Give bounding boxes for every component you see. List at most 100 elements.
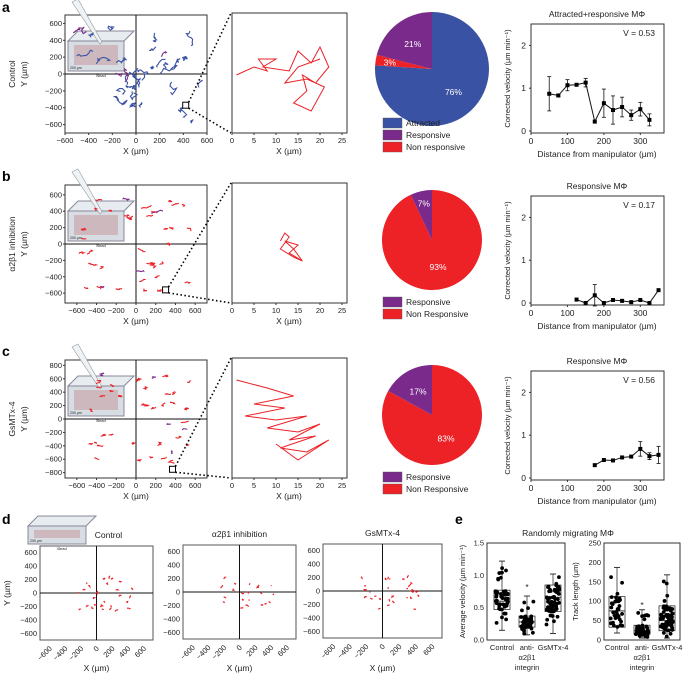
data-dot [526,606,530,611]
pie-percent-label: 7% [418,198,431,208]
data-dot [661,625,666,630]
x-tick-label: 0 [235,643,244,652]
zoom-x-tick-label: 5 [252,481,256,490]
data-dot [645,635,650,639]
cell-track [186,227,192,232]
pie-percent-label: 76% [445,87,462,97]
x-tick-label: −600 [68,481,85,490]
cell-track [96,386,102,389]
random-cell-track [88,584,91,589]
zoom-region-marker [168,465,176,473]
x-tick-label: 200 [597,136,611,146]
random-cell-track [264,602,267,605]
data-dot [505,591,510,596]
y-axis-label: Y (µm) [19,406,29,432]
y-tick-label: 600 [49,19,62,28]
inset-box-top [66,30,136,42]
cell-track [157,289,163,293]
cell-track [117,394,123,398]
x-tick-label: 200 [153,136,166,145]
manipulator-inset-illustration: Bead 200 µm [66,200,136,248]
zoomed-track [236,45,330,112]
data-point [638,107,643,112]
y-tick-label: 0 [521,473,526,483]
data-dot [499,592,503,596]
random-cell-track [378,597,382,601]
data-point [610,458,615,463]
y-tick-label: 250 [588,539,601,548]
data-dot [497,603,502,608]
x-tick-label: −600 [68,306,85,315]
random-cell-track [409,582,413,585]
y-tick-label: 1 [521,255,526,265]
cell-track [150,406,157,410]
data-dot [609,601,614,606]
data-dot [614,595,618,600]
data-dot [552,594,557,599]
data-dot [611,623,616,628]
line-chart-title: Responsive MΦ [567,181,628,191]
data-point [592,119,597,124]
y-tick-label: −400 [303,613,320,622]
data-point [556,93,561,98]
inset-box-top [66,200,136,212]
x-tick-label: 200 [244,643,259,658]
random-cell-track [114,609,119,612]
cell-track [181,204,186,207]
inset-bead-label: Bead [57,546,66,551]
zoom-x-tick-label: 15 [294,481,302,490]
data-dot [611,610,616,615]
y-tick-label: 200 [588,558,601,567]
data-point [610,108,615,113]
y-tick-label: 400 [49,207,62,216]
random-cell-track [256,584,260,589]
random-cell-track [223,576,227,580]
cell-track [93,441,98,444]
x-tick-label: 300 [633,483,647,493]
random-cell-track [388,598,391,602]
category-label: integrin [630,663,655,672]
data-point [656,288,661,293]
data-point [638,298,643,303]
y-axis-label: Y (µm) [19,61,29,87]
row-label: α2β1 inhibition [7,216,17,271]
legend-label: Non responsive [406,142,465,152]
box-chart-title: Randomly migrating MΦ [522,528,614,538]
x-tick-label: −400 [194,643,212,661]
data-point [638,446,643,451]
y-tick-label: −200 [163,601,180,610]
data-point [629,454,634,459]
data-dot [523,624,528,629]
y-tick-label: 200 [49,223,62,232]
random-cell-track [360,576,364,580]
data-dot [525,617,530,621]
cell-track [164,393,172,396]
y-tick-label: 1.0 [474,571,484,580]
data-dot [494,620,499,625]
cell-track [124,74,129,86]
y-tick-label: 0 [597,636,601,645]
cell-track [115,57,128,64]
random-cell-track [377,607,381,610]
box-plot-frame [486,542,566,641]
data-dot [666,628,671,633]
cell-track [96,444,104,448]
data-dot [529,626,534,631]
zoom-plot-frame [231,182,348,304]
cell-track [136,69,149,81]
cell-track [175,435,182,439]
y-tick-label: −400 [45,272,62,281]
random-cell-track [222,601,226,604]
cell-track [162,61,169,70]
data-dot [548,589,553,593]
data-point [601,458,606,463]
cell-track [99,265,105,270]
cell-track [132,85,137,91]
data-dot [553,588,558,593]
data-dot [615,591,620,596]
x-tick-label: −600 [36,644,54,662]
legend-swatch [382,129,403,141]
random-cell-track [233,582,237,585]
y-tick-label: 600 [49,374,62,383]
